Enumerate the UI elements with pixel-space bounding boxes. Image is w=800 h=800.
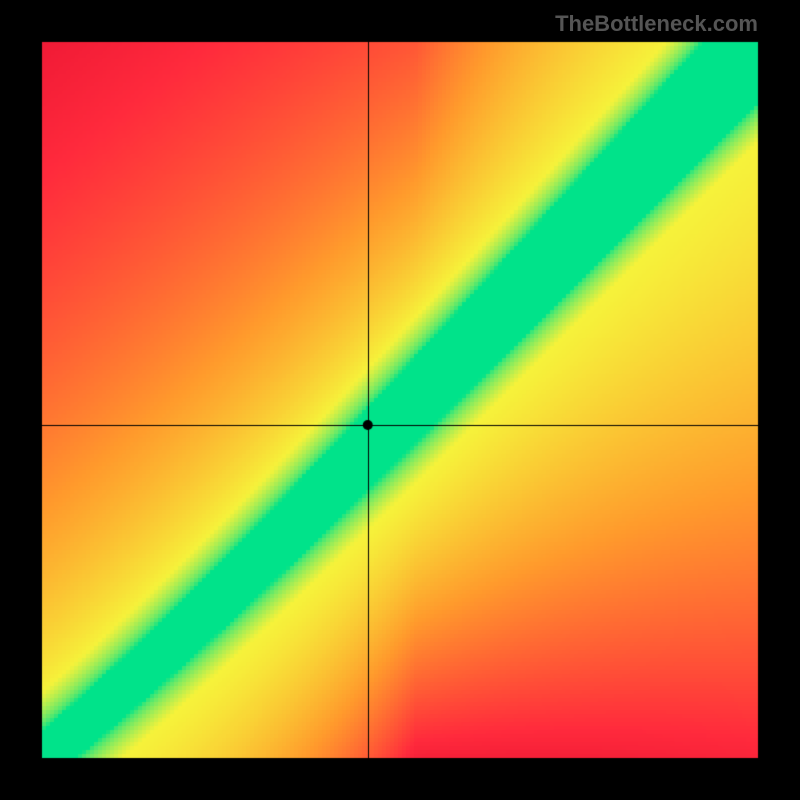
chart-root: TheBottleneck.com bbox=[0, 0, 800, 800]
heatmap-canvas bbox=[0, 0, 800, 800]
